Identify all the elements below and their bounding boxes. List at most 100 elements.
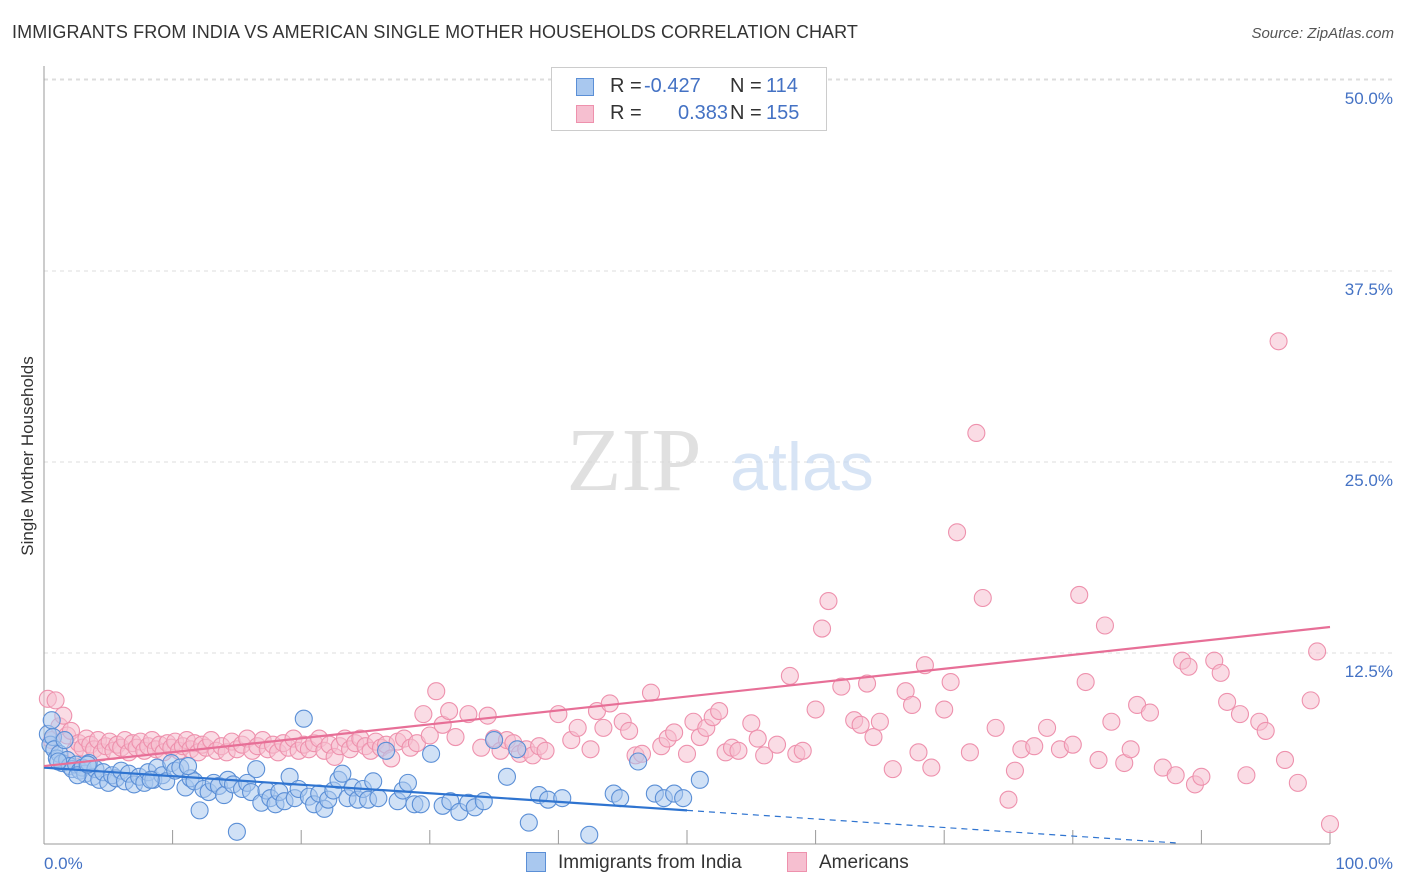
watermark-atlas: atlas xyxy=(730,429,874,505)
americans-point xyxy=(999,790,1018,809)
india-point xyxy=(227,822,246,841)
y-tick-label: 37.5% xyxy=(1345,280,1393,299)
americans-point xyxy=(1140,703,1160,722)
series-swatch-india xyxy=(526,852,546,872)
india-point xyxy=(508,740,527,759)
americans-point xyxy=(1166,766,1185,785)
americans-point xyxy=(973,588,992,608)
correlation-legend: R = -0.427 N = 114 R = 0.383 N = 155 xyxy=(551,67,827,131)
americans-point xyxy=(677,744,697,763)
americans-point xyxy=(883,760,902,779)
americans-point xyxy=(806,700,825,719)
legend-n-label: N = xyxy=(730,102,762,124)
india-point xyxy=(247,760,266,779)
axes-layer xyxy=(43,66,1331,845)
americans-point xyxy=(1301,691,1320,710)
americans-point xyxy=(832,677,851,696)
india-point xyxy=(398,773,417,792)
legend-n-value: 114 xyxy=(766,75,798,97)
americans-point xyxy=(549,705,568,724)
americans-point xyxy=(1025,737,1044,756)
india-point xyxy=(411,795,430,814)
india-point xyxy=(280,767,299,786)
india-point xyxy=(611,789,630,808)
americans-point xyxy=(922,758,941,777)
india-point xyxy=(333,764,352,783)
x-tick-label-min: 0.0% xyxy=(44,854,83,873)
americans-point xyxy=(1275,750,1295,770)
americans-point xyxy=(870,712,889,731)
points-layer xyxy=(38,332,1340,844)
americans-point xyxy=(935,700,954,719)
americans-point xyxy=(1192,767,1211,786)
americans-point xyxy=(594,718,613,737)
americans-point xyxy=(755,746,774,765)
americans-point xyxy=(819,591,838,611)
americans-point xyxy=(748,729,767,748)
americans-point xyxy=(446,727,465,747)
india-point xyxy=(485,731,504,750)
india-point xyxy=(42,711,61,730)
legend-n-label: N = xyxy=(730,75,762,97)
india-point xyxy=(369,789,388,808)
americans-point xyxy=(742,714,761,733)
india-point xyxy=(364,772,383,791)
americans-point xyxy=(427,682,446,701)
series-label-india: Immigrants from India xyxy=(558,852,742,873)
americans-point xyxy=(857,674,877,693)
americans-point xyxy=(812,619,832,638)
india-point xyxy=(690,770,709,789)
series-label-americans: Americans xyxy=(819,852,909,873)
americans-point xyxy=(1308,642,1327,661)
india-trend-line xyxy=(43,766,688,812)
americans-point xyxy=(948,523,967,542)
americans-point xyxy=(641,683,661,702)
americans-point xyxy=(1211,663,1230,682)
americans-point xyxy=(986,718,1005,737)
india-point xyxy=(580,825,599,844)
americans-point xyxy=(1063,735,1082,754)
india-point xyxy=(474,792,493,811)
y-tick-label: 12.5% xyxy=(1345,662,1393,681)
legend-n-value: 155 xyxy=(766,102,800,124)
americans-point xyxy=(729,741,748,760)
americans-point xyxy=(1095,616,1114,635)
americans-point xyxy=(1269,332,1288,351)
y-tick-label: 25.0% xyxy=(1345,471,1393,490)
americans-point xyxy=(1218,692,1237,711)
americans-point xyxy=(710,702,729,721)
grid-layer xyxy=(44,78,1392,654)
india-point xyxy=(553,789,572,808)
india-point xyxy=(422,744,441,763)
legend-r-value: 0.383 xyxy=(678,102,729,124)
americans-point xyxy=(1070,585,1089,604)
americans-point xyxy=(1089,750,1108,770)
americans-point xyxy=(851,715,870,734)
y-tick-label: 50.0% xyxy=(1345,89,1393,108)
americans-point xyxy=(568,718,587,737)
india-point xyxy=(519,813,538,832)
india-point xyxy=(629,752,648,771)
legend-r-label: R = xyxy=(610,102,642,124)
legend-swatch-americans xyxy=(576,105,594,123)
india-trend-extension xyxy=(686,809,1176,844)
americans-point xyxy=(780,666,799,685)
americans-point xyxy=(902,695,922,715)
india-point xyxy=(178,757,198,776)
americans-point xyxy=(581,740,600,759)
americans-point xyxy=(960,743,979,762)
americans-point xyxy=(46,691,65,710)
source-label: Source: ZipAtlas.com xyxy=(1251,25,1394,42)
americans-point xyxy=(536,741,555,760)
americans-point xyxy=(1237,766,1256,785)
americans-point xyxy=(1288,773,1307,792)
americans-point xyxy=(767,735,787,754)
chart-title: IMMIGRANTS FROM INDIA VS AMERICAN SINGLE… xyxy=(12,22,859,42)
india-point xyxy=(55,731,74,750)
americans-point xyxy=(440,702,459,721)
x-tick-label-max: 100.0% xyxy=(1335,854,1393,873)
india-point xyxy=(497,767,517,786)
americans-point xyxy=(420,726,439,745)
americans-point xyxy=(459,705,478,724)
americans-point xyxy=(1102,712,1121,731)
